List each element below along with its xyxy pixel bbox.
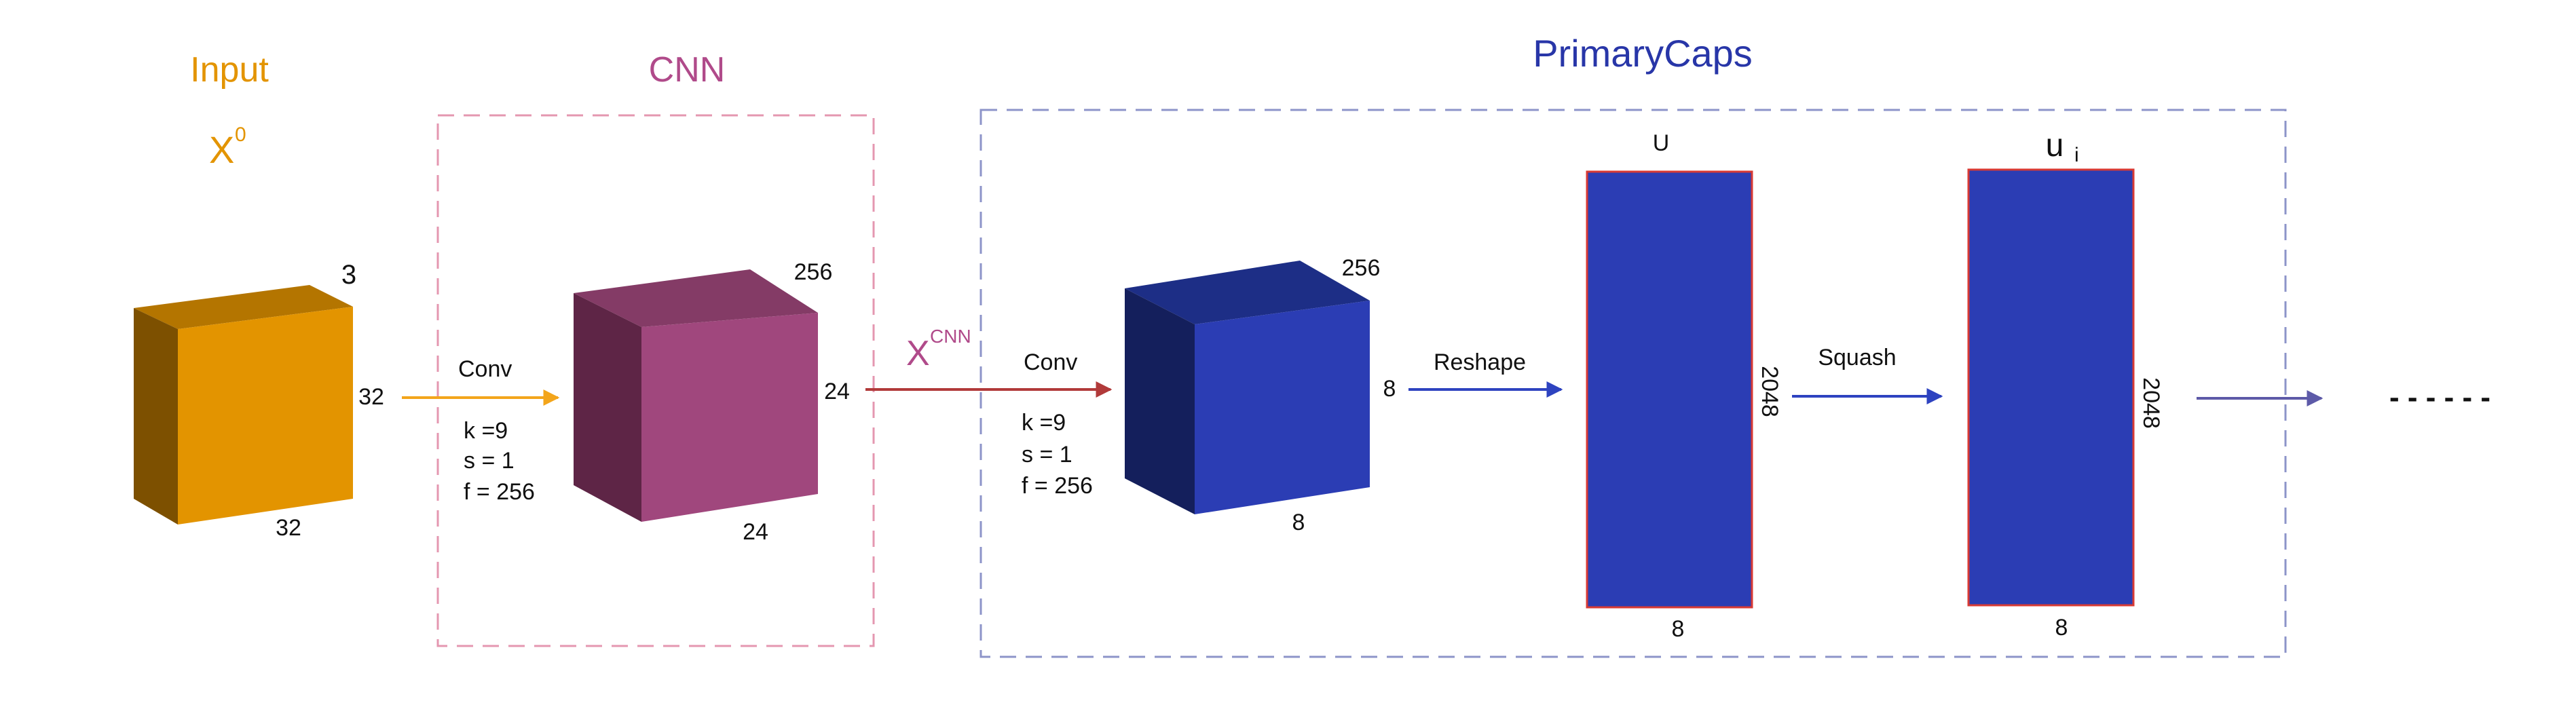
primary-cube <box>1125 261 1370 514</box>
svg-text:CNN: CNN <box>930 326 971 347</box>
ui-block-height-label: 2048 <box>2138 377 2164 429</box>
input-height-label: 32 <box>358 384 384 410</box>
conv2-label: Conv <box>1024 349 1077 375</box>
cnn-section-title: CNN <box>649 50 726 90</box>
input-width-label: 32 <box>276 515 301 541</box>
conv2-param-s: s = 1 <box>1022 442 1072 468</box>
u-block-label: U <box>1653 130 1670 156</box>
conv2-param-f: f = 256 <box>1022 473 1093 499</box>
conv1-param-f: f = 256 <box>464 479 535 505</box>
primarycaps-dashed-box <box>979 109 2287 658</box>
input-cube <box>134 285 353 525</box>
u-block <box>1586 170 1753 609</box>
svg-text:X: X <box>906 334 930 373</box>
cnn-dashed-box <box>436 114 875 647</box>
cnn-height-label: 24 <box>824 379 850 404</box>
conv1-label: Conv <box>458 356 512 382</box>
cnn-cube <box>574 269 818 522</box>
squash-label: Squash <box>1818 345 1896 370</box>
ui-block-width-label: 8 <box>2055 615 2068 641</box>
continuation-dashes: - - - - - - <box>2389 381 2490 414</box>
primary-width-label: 8 <box>1292 510 1305 535</box>
reshape-label: Reshape <box>1434 349 1526 375</box>
svg-text:u: u <box>2046 128 2064 164</box>
ui-block <box>1967 168 2135 607</box>
conv2-param-k: k =9 <box>1022 410 1066 436</box>
primary-depth-label: 256 <box>1342 255 1381 281</box>
u-block-width-label: 8 <box>1672 616 1685 642</box>
input-symbol: X 0 <box>209 123 246 171</box>
ui-block-label: u i <box>2046 128 2079 166</box>
xcnn-symbol: X CNN <box>906 326 971 373</box>
svg-text:X: X <box>209 128 234 171</box>
svg-text:0: 0 <box>235 123 246 146</box>
svg-text:i: i <box>2074 144 2079 166</box>
cnn-width-label: 24 <box>743 519 768 545</box>
conv1-param-k: k =9 <box>464 418 508 444</box>
u-block-height-label: 2048 <box>1757 366 1782 417</box>
conv1-param-s: s = 1 <box>464 448 515 474</box>
input-depth-label: 3 <box>341 260 356 290</box>
primarycaps-section-title: PrimaryCaps <box>1533 32 1753 75</box>
cnn-depth-label: 256 <box>794 259 833 285</box>
input-section-title: Input <box>190 50 269 90</box>
primary-height-label: 8 <box>1383 376 1396 402</box>
